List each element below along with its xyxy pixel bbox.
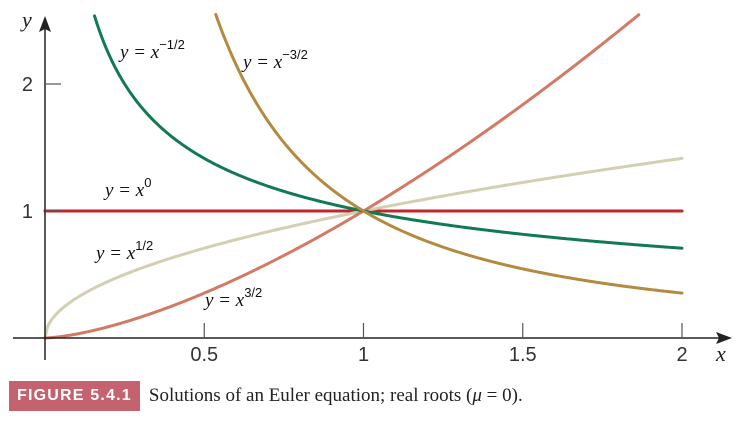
y-axis-label: y — [20, 7, 32, 32]
series-label-3: y = x−1/2 — [118, 37, 185, 63]
y-tick-label-0: 1 — [22, 201, 33, 223]
caption-text: Solutions of an Euler equation; real roo… — [149, 385, 523, 407]
series-label-2: y = x3/2 — [203, 285, 262, 311]
y-tick-label-1: 2 — [22, 74, 33, 96]
series-labels: y = x0 y = x1/2 y = x3/2 y = x−1/2 y = x−3/2 — [94, 37, 308, 311]
y-axis-arrowhead — [39, 16, 51, 32]
x-tick-label-0: 0.5 — [190, 344, 218, 366]
x-axis-label: x — [715, 341, 726, 366]
x-axis-arrowhead — [716, 332, 732, 344]
series-line-3 — [93, 14, 684, 250]
series-label-0: y = x0 — [103, 175, 151, 201]
axes — [13, 16, 732, 360]
caption-mu: μ — [472, 385, 482, 406]
series-label-4: y = x−3/2 — [241, 47, 308, 73]
series-line-2 — [43, 13, 641, 340]
series-curves — [43, 12, 684, 340]
axis-ticks: 0.5 1 1.5 2 1 2 — [22, 74, 688, 366]
caption-text-end: = 0). — [481, 385, 523, 406]
series-line-4 — [214, 12, 684, 295]
series-label-1: y = x1/2 — [94, 238, 153, 264]
x-tick-label-2: 1.5 — [509, 344, 537, 366]
x-tick-label-1: 1 — [358, 344, 369, 366]
caption-text-start: Solutions of an Euler equation; real roo… — [148, 385, 473, 406]
figure-caption: FIGURE 5.4.1 Solutions of an Euler equat… — [9, 381, 523, 411]
x-tick-label-3: 2 — [676, 344, 687, 366]
figure-badge: FIGURE 5.4.1 — [9, 381, 140, 411]
chart: 0.5 1 1.5 212 x y y = x0y = x1/2y = x3/2y =… — [13, 7, 732, 366]
